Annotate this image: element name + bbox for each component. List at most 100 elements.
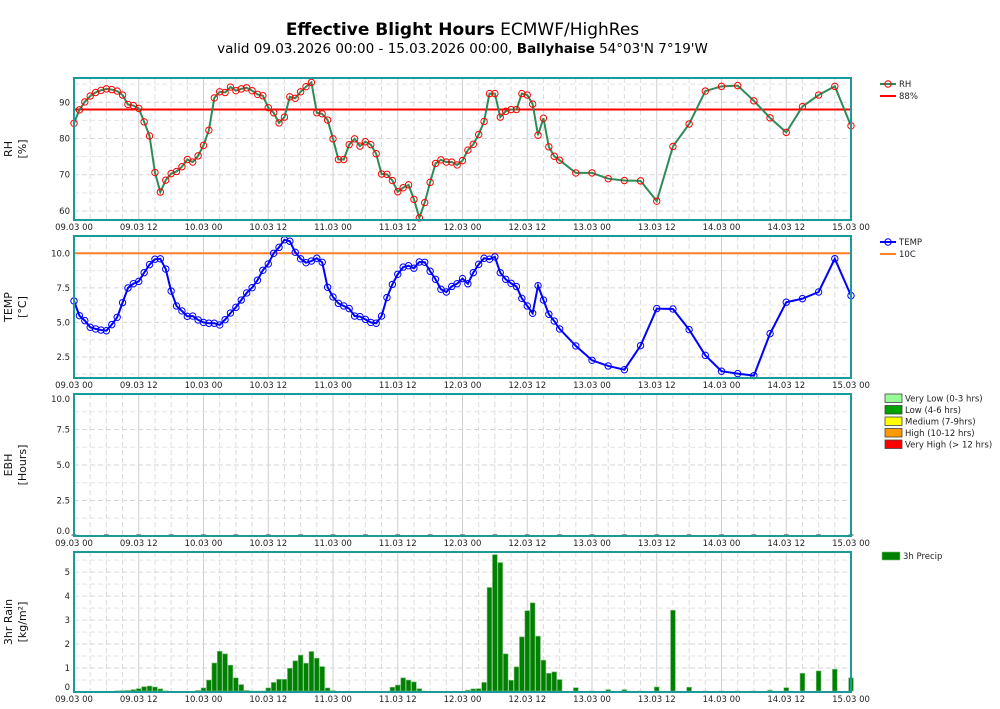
legend-swatch	[884, 439, 903, 449]
rh-line	[73, 80, 852, 222]
data-point	[545, 143, 553, 151]
rain-bar	[395, 684, 401, 692]
legend-swatch	[881, 551, 901, 561]
data-point	[458, 156, 467, 165]
data-point	[162, 265, 170, 273]
data-point	[394, 270, 402, 278]
rain-bar	[314, 657, 320, 692]
data-point	[350, 312, 359, 320]
y-tick-label: 4	[65, 592, 70, 602]
legend-swatch	[884, 393, 903, 403]
data-point	[782, 298, 790, 306]
panel-0: 60 70 80 90 09.03 00 09.03 12 10.03 00 10.03 12…	[2, 77, 918, 233]
data-point	[831, 82, 839, 91]
data-point	[620, 366, 629, 374]
x-tick-label: 09.03 12	[120, 223, 158, 233]
data-point	[264, 104, 272, 112]
data-point	[421, 258, 429, 266]
y-axis-label: [°C]	[16, 296, 29, 318]
rain-bar	[551, 671, 557, 692]
rain-bar	[535, 635, 541, 692]
data-point	[766, 114, 774, 122]
data-point	[604, 362, 612, 370]
data-point	[453, 280, 461, 288]
data-point	[442, 288, 451, 296]
data-point	[226, 309, 235, 317]
rain-bar	[130, 689, 137, 692]
y-tick-label: 80	[59, 134, 70, 144]
rain-bar	[276, 678, 282, 692]
rain-bar	[389, 686, 396, 692]
data-point	[86, 323, 94, 331]
rain-bar	[605, 689, 611, 692]
rain-bar	[540, 659, 547, 692]
data-point	[275, 243, 283, 252]
data-point	[545, 310, 553, 318]
rain-bar	[832, 668, 838, 692]
data-point	[539, 114, 548, 122]
y-axis-label: [%]	[16, 139, 29, 158]
rain-bar	[486, 587, 493, 692]
data-point	[480, 254, 488, 262]
legend-label: Medium (7-9hrs)	[905, 418, 976, 428]
x-tick-label: 12.03 12	[508, 695, 546, 705]
x-tick-label: 13.03 12	[638, 539, 676, 549]
rain-bar	[297, 654, 304, 692]
data-point	[118, 298, 127, 307]
panel-3: 0 1 2 3 4 5 09.03 00 09.03 12 10.03 00 10.03 12 11…	[2, 551, 942, 705]
data-point	[286, 93, 294, 101]
rain-bar	[265, 687, 271, 692]
x-tick-label: 11.03 12	[379, 695, 417, 705]
data-point	[135, 104, 143, 113]
data-point	[313, 254, 321, 262]
data-point	[669, 305, 677, 313]
data-point	[733, 369, 742, 378]
x-tick-label: 09.03 12	[120, 539, 158, 549]
data-point	[480, 117, 488, 126]
x-tick-label: 10.03 12	[249, 381, 287, 391]
x-tick-label: 09.03 00	[55, 381, 93, 391]
data-point	[237, 85, 245, 93]
data-point	[81, 98, 89, 106]
data-point	[91, 325, 100, 333]
x-tick-label: 13.03 00	[573, 539, 611, 549]
data-point	[259, 92, 267, 100]
chart-title: Effective Blight Hours ECMWF/HighRes	[0, 20, 925, 40]
y-tick-label: 10.0	[51, 249, 70, 259]
rain-bar	[222, 653, 228, 692]
data-point	[523, 302, 531, 310]
data-point	[350, 135, 359, 143]
data-point	[750, 97, 758, 105]
data-point	[172, 167, 181, 176]
x-tick-label: 11.03 00	[314, 539, 352, 549]
x-tick-label: 14.03 00	[703, 381, 741, 391]
title-bold: Effective Blight Hours	[285, 20, 495, 40]
data-point	[269, 109, 278, 117]
rain-bar	[783, 687, 789, 692]
data-point	[248, 284, 256, 292]
data-point	[124, 284, 132, 292]
rain-bar	[416, 688, 423, 692]
data-point	[183, 312, 192, 321]
data-point	[318, 110, 326, 118]
data-point	[507, 105, 515, 114]
rain-bar	[670, 609, 676, 692]
data-point	[377, 170, 386, 178]
x-tick-label: 13.03 00	[573, 223, 611, 233]
data-point	[361, 315, 370, 324]
x-tick-label: 09.03 00	[55, 539, 93, 549]
data-point	[491, 89, 499, 98]
rain-bar	[529, 602, 536, 692]
data-point	[102, 327, 111, 335]
data-point	[318, 258, 326, 266]
rain-bar	[319, 666, 325, 692]
legend-swatch	[884, 405, 903, 415]
data-point	[550, 152, 558, 160]
y-tick-label: 7.5	[56, 426, 70, 436]
data-point	[685, 325, 693, 334]
title-model: ECMWF/HighRes	[494, 20, 640, 40]
y-tick-label: 0.0	[56, 527, 70, 537]
plot-frame	[73, 77, 852, 221]
panel-2: 0.0 2.5 5.0 7.5 10.0 09.03 00 09.03 12 10.03 00…	[2, 393, 992, 549]
rain-bar	[573, 687, 579, 692]
